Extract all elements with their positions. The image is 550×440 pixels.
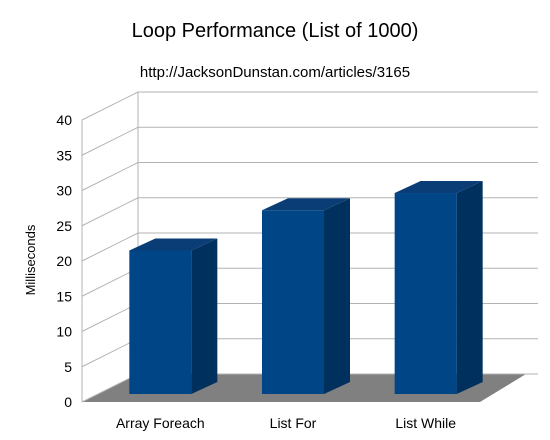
bar-top (394, 181, 483, 194)
bar-top (129, 238, 218, 251)
y-tick-label: 10 (56, 324, 72, 340)
x-category-label: Array Foreach (116, 415, 205, 431)
y-axis-label: Milliseconds (23, 224, 38, 295)
gridline-side (81, 126, 139, 156)
bar-side (456, 181, 483, 394)
bar-side (324, 198, 350, 394)
gridline-side (81, 162, 139, 191)
bar-side (191, 238, 218, 394)
y-tick-label: 20 (56, 253, 72, 269)
x-category-label: List For (270, 415, 317, 431)
bar-top (262, 198, 350, 211)
x-category-label: List While (395, 415, 456, 431)
gridline-side (81, 197, 139, 227)
y-tick-label: 30 (56, 183, 72, 199)
gridline-side (81, 338, 139, 368)
y-tick-label: 15 (56, 288, 72, 304)
gridline-side (81, 91, 139, 121)
gridline-side (81, 232, 139, 262)
bar (394, 193, 457, 394)
y-tick-label: 25 (56, 218, 72, 234)
chart-title: Loop Performance (List of 1000) (131, 20, 419, 42)
bar (262, 210, 324, 394)
y-tick-label: 35 (56, 147, 72, 163)
gridline-side (81, 303, 139, 332)
gridline-side (81, 373, 139, 403)
y-tick-label: 0 (64, 394, 72, 410)
gridline-side (81, 267, 139, 297)
bar (129, 250, 192, 394)
chart-subtitle: http://JacksonDunstan.com/articles/3165 (139, 64, 411, 81)
y-tick-label: 5 (64, 359, 72, 375)
y-tick-label: 40 (56, 112, 72, 128)
